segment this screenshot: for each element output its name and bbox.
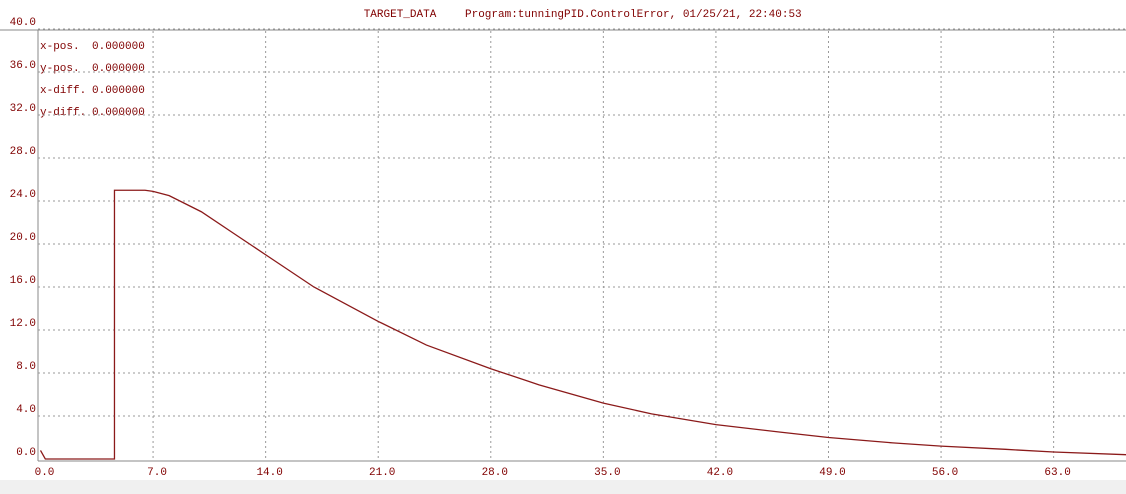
annotation-value: 0.000000 <box>92 41 145 53</box>
x-tick-label: 0.0 <box>35 467 55 479</box>
y-tick-label: 36.0 <box>10 60 36 72</box>
x-tick-label: 14.0 <box>256 467 282 479</box>
x-tick-label: 28.0 <box>482 467 508 479</box>
x-tick-label: 63.0 <box>1044 467 1070 479</box>
y-tick-label: 40.0 <box>10 17 36 29</box>
chart-subtitle: Program:tunningPID.ControlError, 01/25/2… <box>465 9 802 21</box>
annotation-value: 0.000000 <box>92 107 145 119</box>
y-tick-label: 16.0 <box>10 275 36 287</box>
x-tick-label: 35.0 <box>594 467 620 479</box>
y-tick-label: 20.0 <box>10 232 36 244</box>
y-tick-label: 32.0 <box>10 103 36 115</box>
annotation-value: 0.000000 <box>92 63 145 75</box>
y-tick-label: 12.0 <box>10 318 36 330</box>
annotation-value: 0.000000 <box>92 85 145 97</box>
x-tick-label: 21.0 <box>369 467 395 479</box>
chart-title: TARGET_DATA <box>364 9 437 21</box>
x-tick-label: 7.0 <box>147 467 167 479</box>
annotations: x-pos. 0.000000 y-pos. 0.000000 x-diff. … <box>40 41 145 119</box>
x-tick-label: 49.0 <box>819 467 845 479</box>
annotation-label: x-diff. <box>40 85 86 97</box>
y-tick-label: 28.0 <box>10 146 36 158</box>
x-tick-label: 56.0 <box>932 467 958 479</box>
annotation-label: y-pos. <box>40 63 80 75</box>
annotation-label: y-diff. <box>40 107 86 119</box>
y-tick-label: 4.0 <box>16 404 36 416</box>
annotation-label: x-pos. <box>40 41 80 53</box>
data-line <box>39 189 1126 460</box>
y-tick-label: 0.0 <box>16 447 36 459</box>
y-tick-label: 24.0 <box>10 189 36 201</box>
status-strip <box>0 480 1126 494</box>
x-tick-label: 42.0 <box>707 467 733 479</box>
y-tick-label: 8.0 <box>16 361 36 373</box>
